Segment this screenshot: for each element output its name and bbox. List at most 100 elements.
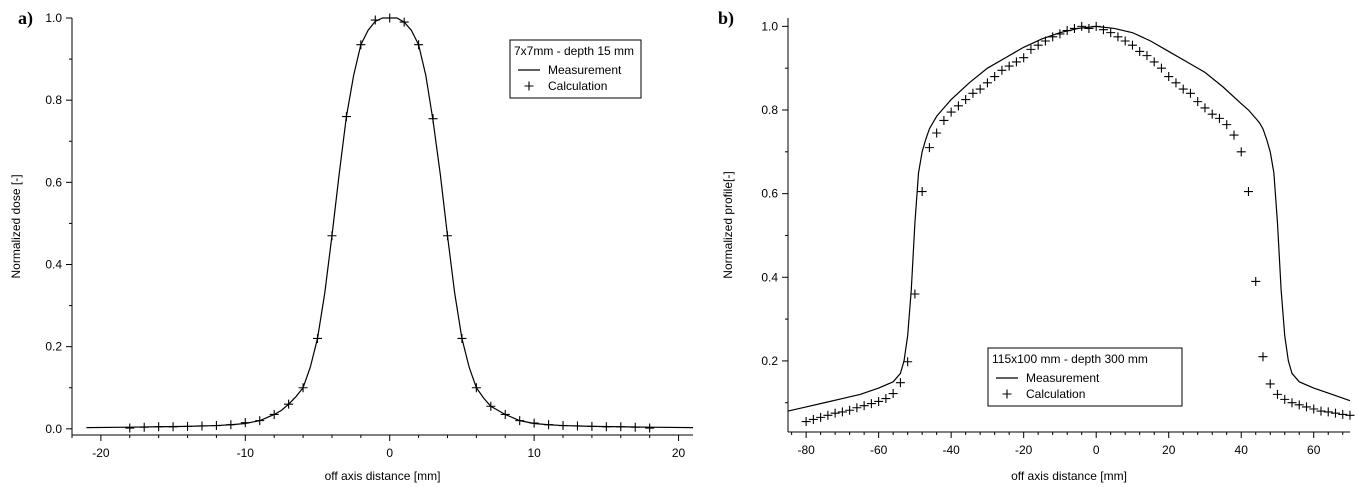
panel-a-calculation-marker	[356, 40, 366, 50]
panel-a-x-tick-label: 0	[386, 446, 393, 460]
panel-b-calculation-marker	[1316, 406, 1326, 416]
panel-b-calculation-marker	[903, 357, 913, 367]
panel-b-calculation-marker	[1120, 36, 1130, 46]
panel-b-x-tick-label: -60	[870, 443, 888, 457]
panel-a-calculation-marker	[558, 421, 568, 431]
panel-b-calculation-marker	[816, 412, 826, 422]
panel-b-calculation-marker	[1265, 379, 1275, 389]
panel-a-calculation-marker	[529, 418, 539, 428]
panel-a-y-tick-label: 0.0	[45, 422, 62, 436]
panel-b-calculation-marker	[859, 401, 869, 411]
panel-a-y-tick-label: 0.6	[45, 175, 62, 189]
panel-b-calculation-marker	[997, 65, 1007, 75]
panel-b-calculation-marker	[881, 394, 891, 404]
panel-b-y-axis-title: Normalized profile[-]	[721, 171, 735, 278]
panel-a-x-tick-label: -20	[92, 446, 110, 460]
panel-b-calculation-marker	[1345, 410, 1355, 420]
panel-b-calculation-marker	[1026, 44, 1036, 54]
panel-b-calculation-marker	[1309, 404, 1319, 414]
panel-b-calculation-marker	[837, 407, 847, 417]
panel-b-calculation-marker	[1062, 26, 1072, 36]
panel-a-calculation-marker	[572, 421, 582, 431]
panel-b-calculation-marker	[823, 410, 833, 420]
panel-a-x-axis-title: off axis distance [mm]	[325, 469, 441, 483]
panel-a-calculation-marker	[645, 423, 655, 433]
panel-b-legend-box	[987, 347, 1183, 407]
panel-a-y-tick-label: 1.0	[45, 11, 62, 25]
panel-a-calculation-marker	[457, 333, 467, 343]
panel-a-calculation-marker	[298, 383, 308, 393]
panel-a-x-tick-label: 20	[672, 446, 686, 460]
panel-b-calculation-marker	[1222, 120, 1232, 130]
panel-a-calculation-marker	[255, 416, 265, 426]
panel-b-x-axis-title: off axis distance [mm]	[1011, 469, 1127, 483]
panel-b-calculation-marker	[924, 143, 934, 153]
panel-a-calculation-marker	[284, 399, 294, 409]
panel-b-calculation-marker	[982, 78, 992, 88]
panel-a-calculation-marker	[515, 416, 525, 426]
panel-a-legend-entry-calculation: Calculation	[548, 79, 607, 93]
panel-a-calculation-marker	[313, 333, 323, 343]
panel-b-calculation-marker	[1106, 28, 1116, 38]
panel-a-calculation-marker	[183, 421, 193, 431]
panel-b-calculation-marker	[975, 84, 985, 94]
panel-a-calculation-marker	[197, 421, 207, 431]
panel-b-calculation-marker	[946, 107, 956, 117]
panel-b-calculation-marker	[1243, 187, 1253, 197]
panel-a-label: a)	[18, 8, 33, 29]
panel-a-calculation-marker	[486, 401, 496, 411]
panel-b-y-tick-label: 1.0	[761, 19, 778, 33]
panel-a-legend: 7x7mm - depth 15 mm Measurement Calculatio…	[509, 39, 642, 99]
panel-b-calculation-marker	[1331, 408, 1340, 418]
panel-a-calculation-marker	[125, 423, 135, 433]
panel-b-legend-entry-measurement: Measurement	[1026, 371, 1100, 385]
panel-b-calculation-marker	[1040, 36, 1050, 46]
panel-b-calculation-marker	[917, 187, 927, 197]
panel-a-calculation-marker	[428, 114, 438, 124]
panel-b-calculation-marker	[1171, 78, 1181, 88]
panel-b-calculation-marker	[1338, 409, 1348, 419]
panel-b-calculation-marker	[1294, 400, 1304, 410]
panel-b-calculation-marker	[1200, 103, 1210, 113]
panel-b-x-tick-label: 60	[1307, 443, 1321, 457]
panel-b-calculation-marker	[1091, 21, 1101, 31]
panel-a-y-tick-label: 0.8	[45, 93, 62, 107]
panel-b-calculation-marker	[1055, 29, 1065, 39]
panel-b-calculation-marker	[1280, 394, 1290, 404]
panel-a-legend-title: 7x7mm - depth 15 mm	[514, 44, 634, 58]
panel-a-calculation-marker	[471, 383, 481, 393]
panel-a-y-tick-label: 0.4	[45, 258, 62, 272]
panel-b-calculation-marker	[1127, 40, 1137, 50]
panel-b-calculation-marker	[1019, 53, 1029, 63]
panel-a-x-tick-label: 10	[527, 446, 541, 460]
panel-b-legend-marker-symbol	[1002, 389, 1012, 399]
panel-b-label: b)	[718, 8, 734, 29]
panel-b: b) -80 -60 -40 -20 0 20 40 60 0.2 0.4 0.6 0.8 1.0 off …	[718, 8, 1355, 483]
panel-b-y-tick-label: 0.2	[761, 354, 778, 368]
panel-b-calculation-marker	[866, 399, 876, 409]
panel-b-calculation-marker	[1011, 57, 1021, 67]
panel-b-calculation-marker	[1069, 23, 1079, 33]
panel-b-calculation-marker	[895, 378, 905, 388]
panel-b-calculation-marker	[808, 414, 818, 424]
panel-b-calculation-marker	[1004, 61, 1014, 71]
panel-a: a) -20 -10 0 10 20 0.0 0.2 0.4 0.6 0.8 1.0 off axis …	[9, 8, 694, 483]
panel-b-calculation-marker	[953, 101, 963, 111]
panel-a-y-axis-title: Normalized dose [-]	[9, 174, 23, 278]
panel-b-calculation-marker	[1142, 51, 1152, 61]
panel-a-calculation-marker	[211, 421, 221, 431]
panel-a-calculation-marker	[269, 409, 279, 419]
panel-b-calculation-marker	[990, 72, 1000, 82]
panel-b-calculation-marker	[801, 417, 811, 427]
panel-b-calculation-marker	[1098, 25, 1108, 35]
panel-b-y-tick-label: 0.4	[761, 270, 778, 284]
panel-b-legend: 115x100 mm - depth 300 mm Measurement Calc…	[987, 347, 1183, 407]
panel-a-calculation-marker	[139, 422, 149, 432]
panel-b-y-tick-label: 0.8	[761, 103, 778, 117]
panel-b-calculation-marker	[1135, 46, 1145, 56]
panel-b-calculation-marker	[932, 128, 942, 138]
panel-a-calculation-marker	[601, 422, 611, 432]
panel-b-calculation-marker	[1033, 40, 1043, 50]
panel-b-calculation-marker	[1077, 21, 1087, 31]
